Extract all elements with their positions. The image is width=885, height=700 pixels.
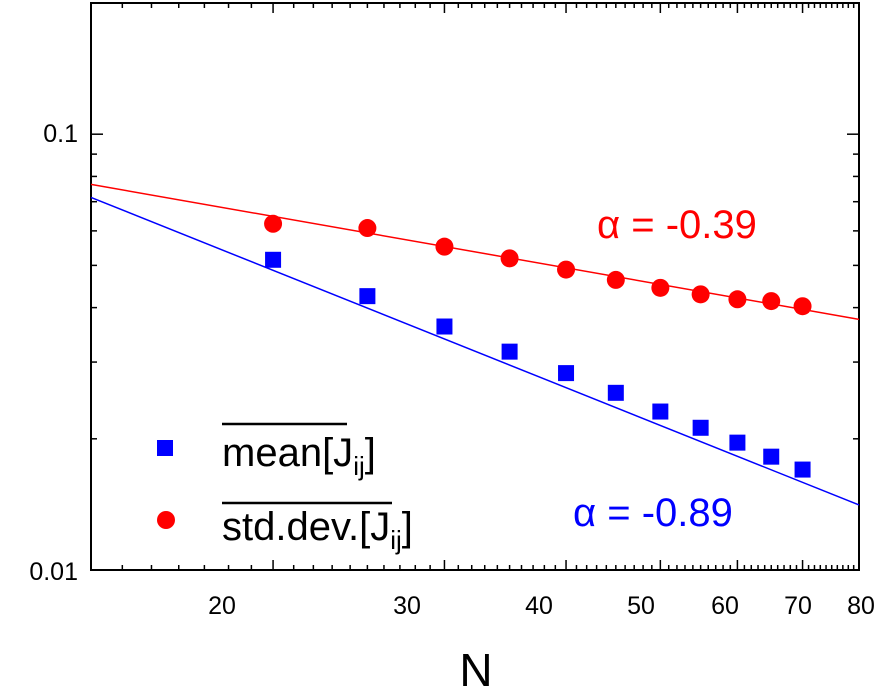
point-mean-30 xyxy=(436,318,453,335)
x-tick-label-50: 50 xyxy=(627,592,655,620)
point-mean-65 xyxy=(763,448,780,465)
x-tick-label-80: 80 xyxy=(847,592,875,620)
legend-marker-mean xyxy=(157,440,173,456)
legend-mean-bracket: [J xyxy=(322,431,353,475)
x-tick-label-20: 20 xyxy=(208,592,236,620)
legend-std-close: ] xyxy=(402,505,413,549)
point-std-50 xyxy=(651,278,670,297)
point-mean-35 xyxy=(501,343,518,360)
annotation-mean-exponent: α = -0.89 xyxy=(573,491,733,535)
point-std-70 xyxy=(793,297,812,316)
point-std-40 xyxy=(557,260,576,279)
point-std-55 xyxy=(691,285,710,304)
legend-marker-std xyxy=(157,511,175,529)
point-mean-20 xyxy=(265,251,282,268)
point-std-35 xyxy=(500,249,519,268)
y-tick-label-0.01: 0.01 xyxy=(29,558,78,586)
x-tick-label-40: 40 xyxy=(525,592,553,620)
legend-mean-close: ] xyxy=(365,431,376,475)
y-tick-label-0.1: 0.1 xyxy=(43,120,78,148)
legend-std-subscript: ij xyxy=(390,525,402,555)
x-axis-title: N xyxy=(459,644,492,696)
point-mean-25 xyxy=(359,288,376,305)
x-tick-label-60: 60 xyxy=(711,592,739,620)
point-std-60 xyxy=(728,290,747,309)
x-tick-label-70: 70 xyxy=(784,592,812,620)
plot-frame xyxy=(90,2,860,571)
point-std-20 xyxy=(264,214,283,233)
point-mean-40 xyxy=(558,365,575,382)
ticks-layer xyxy=(90,2,860,571)
data-points-layer xyxy=(264,214,812,478)
legend-label-std: std.dev.[Jij] xyxy=(222,505,413,555)
point-mean-60 xyxy=(729,434,746,451)
legend-std-bracket: [J xyxy=(359,505,390,549)
point-std-30 xyxy=(435,237,454,256)
legend-label-mean: mean[Jij] xyxy=(222,431,376,481)
point-mean-50 xyxy=(652,403,669,420)
point-mean-70 xyxy=(794,461,811,478)
x-tick-label-30: 30 xyxy=(393,592,421,620)
annotation-std-exponent: α = -0.39 xyxy=(597,203,757,247)
legend: mean[Jij] std.dev.[Jij] xyxy=(157,422,413,555)
point-std-65 xyxy=(762,292,781,311)
legend-std-word: std.dev. xyxy=(222,505,359,549)
point-std-25 xyxy=(358,219,377,238)
point-std-45 xyxy=(606,270,625,289)
point-mean-45 xyxy=(607,384,624,401)
legend-mean-word: mean xyxy=(222,431,322,475)
point-mean-55 xyxy=(692,419,709,436)
legend-mean-subscript: ij xyxy=(353,451,365,481)
fit-line-mean xyxy=(90,196,860,506)
